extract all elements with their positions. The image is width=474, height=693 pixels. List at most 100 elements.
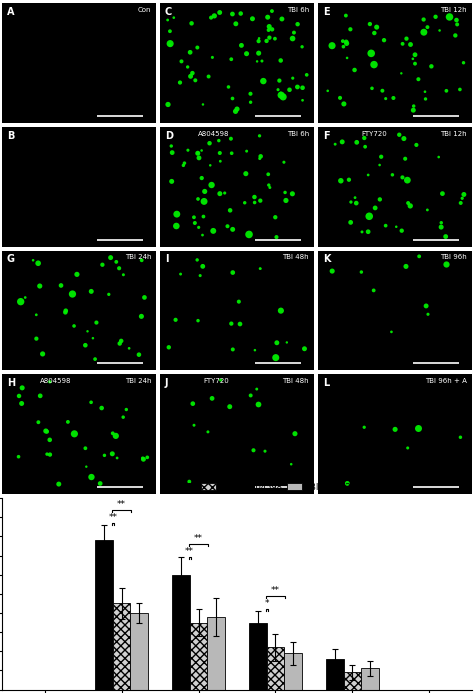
Point <box>236 319 244 330</box>
Point <box>446 11 453 22</box>
Text: A804598: A804598 <box>40 378 72 384</box>
Point <box>21 292 29 303</box>
Text: **: ** <box>271 586 280 595</box>
Point <box>89 333 97 344</box>
Point <box>303 69 310 80</box>
Point <box>367 48 375 59</box>
Point <box>57 280 65 291</box>
Point <box>388 326 395 337</box>
Bar <box>208 617 225 690</box>
Point <box>282 195 290 206</box>
Point <box>194 315 202 326</box>
Point <box>164 99 172 110</box>
Text: A: A <box>7 7 15 17</box>
Point <box>298 42 306 53</box>
Point <box>342 36 350 47</box>
Point <box>88 286 95 297</box>
Point <box>353 198 360 209</box>
Point <box>340 41 347 52</box>
Point <box>402 261 410 272</box>
Point <box>294 19 301 30</box>
Point <box>399 172 406 183</box>
Text: TBI 48h: TBI 48h <box>283 378 309 384</box>
Point <box>254 398 262 410</box>
Point <box>290 27 298 38</box>
Point <box>435 152 443 163</box>
Point <box>392 424 399 435</box>
Point <box>195 222 202 233</box>
Point <box>96 478 104 489</box>
Point <box>438 188 446 199</box>
Point <box>205 71 212 82</box>
Point <box>377 151 385 162</box>
Point <box>365 211 373 222</box>
Point <box>392 221 400 232</box>
Point <box>410 105 417 116</box>
Point <box>198 145 205 156</box>
Point <box>115 263 123 274</box>
Point <box>177 269 184 280</box>
Point <box>15 451 22 462</box>
Bar <box>284 653 302 690</box>
Point <box>264 12 272 23</box>
Point <box>170 12 178 23</box>
Point <box>135 349 143 360</box>
Point <box>256 263 264 274</box>
Text: C: C <box>165 7 172 17</box>
Point <box>458 193 466 204</box>
Text: TBI 48h: TBI 48h <box>283 254 309 261</box>
Legend: TBI, TBI + A804598, TBI+FTY720: TBI, TBI + A804598, TBI+FTY720 <box>162 480 359 495</box>
Text: L: L <box>323 378 329 388</box>
Point <box>247 97 255 108</box>
Point <box>18 398 26 409</box>
Point <box>246 88 254 99</box>
Point <box>140 454 147 465</box>
Point <box>88 471 95 482</box>
Point <box>226 205 234 216</box>
Point <box>438 222 445 233</box>
Point <box>105 289 113 300</box>
Point <box>272 352 280 363</box>
Point <box>139 453 146 464</box>
Point <box>118 335 125 346</box>
Point <box>404 442 411 453</box>
Point <box>370 59 378 70</box>
Point <box>382 220 390 231</box>
Point <box>456 84 464 95</box>
Point <box>343 53 351 64</box>
Point <box>260 76 267 87</box>
Point <box>71 428 78 439</box>
Point <box>400 133 408 144</box>
Point <box>256 195 264 207</box>
Point <box>409 53 417 64</box>
Point <box>99 259 106 270</box>
Point <box>36 281 44 292</box>
Point <box>421 86 429 97</box>
Point <box>229 224 237 235</box>
Point <box>351 64 358 76</box>
Bar <box>266 647 284 690</box>
Text: FTY720: FTY720 <box>203 378 229 384</box>
Point <box>123 404 130 415</box>
Point <box>112 430 119 441</box>
Point <box>35 416 42 428</box>
Point <box>443 85 450 96</box>
Point <box>337 175 345 186</box>
Point <box>460 189 468 200</box>
Point <box>277 305 285 316</box>
Point <box>353 137 361 148</box>
Point <box>273 231 280 243</box>
Text: A804598: A804598 <box>198 131 229 137</box>
Point <box>209 52 216 63</box>
Bar <box>344 672 361 690</box>
Point <box>261 446 269 457</box>
Point <box>361 141 369 152</box>
Point <box>358 227 366 238</box>
Point <box>36 390 44 401</box>
Text: E: E <box>323 7 329 17</box>
Point <box>403 175 411 186</box>
Point <box>216 7 223 18</box>
Point <box>29 255 37 266</box>
Point <box>190 212 198 223</box>
Point <box>33 309 40 320</box>
